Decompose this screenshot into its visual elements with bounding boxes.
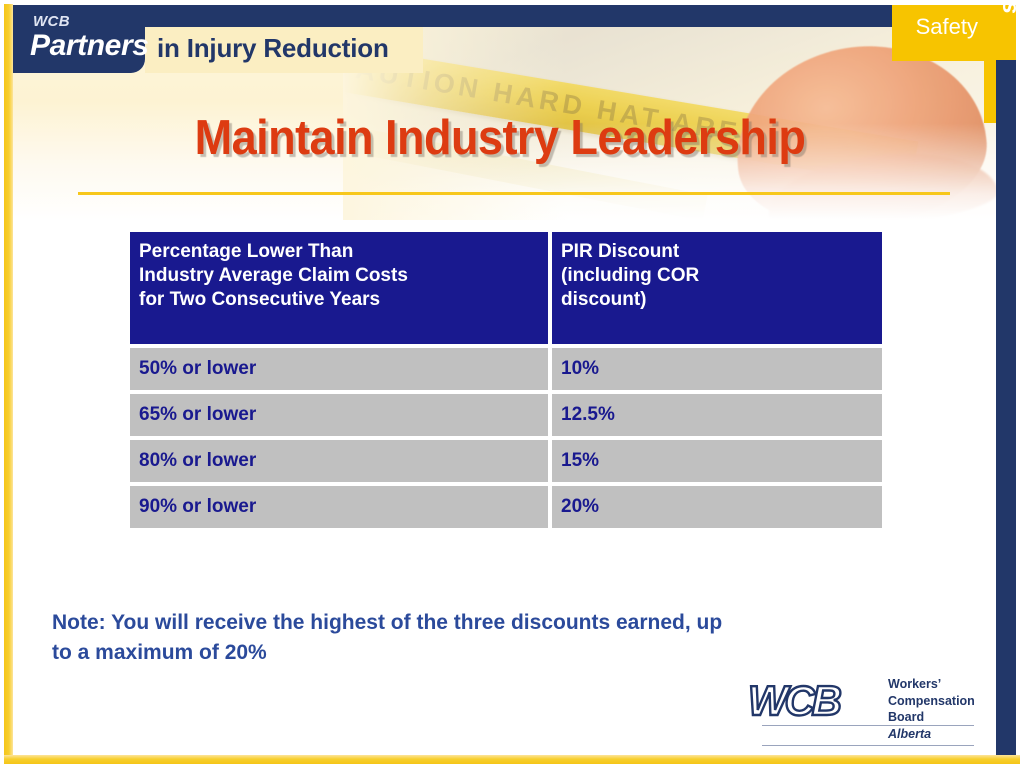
table-cell-discount: 10% (552, 348, 882, 390)
table-cell-threshold: 65% or lower (130, 394, 548, 436)
wcb-org-name: Workers’ Compensation Board (888, 676, 975, 726)
safety-pays-badge (892, 5, 1016, 61)
header-line-3: for Two Consecutive Years (139, 288, 381, 310)
top-navy-strip (13, 5, 1003, 27)
table-row: 80% or lower 15% (130, 440, 882, 482)
table-cell-discount: 15% (552, 440, 882, 482)
right-navy-bar (996, 60, 1016, 760)
lockup-navy-plate (13, 5, 145, 73)
lockup-tagline-label: in Injury Reduction (157, 33, 389, 63)
table-header-cell-threshold: Percentage Lower Than Industry Average C… (130, 232, 548, 344)
table-cell-discount: 20% (552, 486, 882, 528)
lockup-partners-label: Partners (30, 29, 149, 62)
wcb-divider-bottom (762, 745, 974, 746)
table-header-row: Percentage Lower Than Industry Average C… (130, 232, 882, 344)
table-cell-threshold: 50% or lower (130, 348, 548, 390)
header-line-3: discount) (561, 288, 647, 310)
header-line-1: PIR Discount (561, 241, 680, 262)
table-cell-discount: 12.5% (552, 394, 882, 436)
header-line-1: Percentage Lower Than (139, 241, 354, 262)
safety-label: Safety (915, 14, 978, 39)
table-cell-threshold: 90% or lower (130, 486, 548, 528)
bottom-gold-border (4, 755, 1020, 764)
pays-label: Pays (997, 0, 1024, 14)
table-row: 90% or lower 20% (130, 486, 882, 528)
wcb-region-label: Alberta (888, 727, 932, 741)
wcb-footer-logo: WCB Workers’ Compensation Board Alberta (747, 676, 975, 748)
table-row: 50% or lower 10% (130, 348, 882, 390)
title-underline-rule (78, 192, 950, 195)
wcb-org-line-2: Compensation (888, 693, 975, 708)
page-title: Maintain Industry Leadership (194, 111, 806, 165)
wcb-wordmark: WCB (747, 677, 843, 724)
left-gold-border (4, 4, 13, 764)
note-text: Note: You will receive the highest of th… (52, 611, 723, 665)
table-row: 65% or lower 12.5% (130, 394, 882, 436)
wcb-divider-top (762, 725, 974, 726)
header-line-2: Industry Average Claim Costs (139, 264, 408, 286)
table-cell-threshold: 80% or lower (130, 440, 548, 482)
table-header-cell-discount: PIR Discount (including COR discount) (552, 232, 882, 344)
wcb-org-line-1: Workers’ (888, 677, 942, 691)
header-line-2: (including COR (561, 264, 700, 286)
wcb-org-line-3: Board (888, 710, 925, 724)
lockup-wcb-label: WCB (33, 13, 71, 30)
lockup-cream-plate (145, 27, 423, 73)
discount-table: Percentage Lower Than Industry Average C… (130, 232, 882, 528)
